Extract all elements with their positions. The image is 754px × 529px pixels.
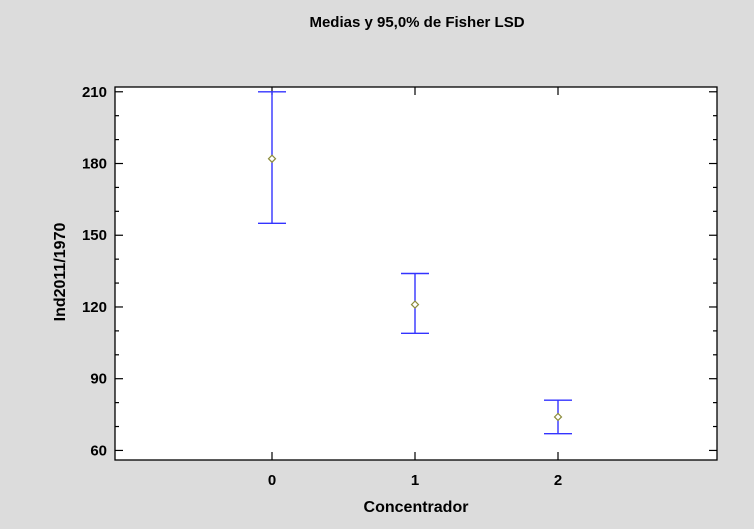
error-bar-group bbox=[401, 272, 429, 334]
y-axis: 60 90 120 150 180 210 bbox=[82, 84, 717, 459]
y-tick-label: 60 bbox=[90, 442, 107, 459]
error-bar-group bbox=[544, 399, 572, 435]
y-tick-label: 150 bbox=[82, 227, 107, 244]
chart-title: Medias y 95,0% de Fisher LSD bbox=[309, 14, 524, 31]
series-marks bbox=[258, 91, 572, 435]
y-tick-label: 90 bbox=[90, 371, 107, 388]
y-tick-label: 120 bbox=[82, 299, 107, 316]
x-tick-label: 2 bbox=[554, 472, 562, 489]
x-tick-label: 1 bbox=[411, 472, 419, 489]
y-axis-label: Ind2011/1970 bbox=[52, 223, 69, 322]
x-tick-label: 0 bbox=[268, 472, 276, 489]
mean-marker bbox=[267, 154, 277, 164]
mean-marker bbox=[553, 412, 563, 422]
mean-marker bbox=[410, 300, 420, 309]
x-axis: 0 1 2 bbox=[268, 87, 562, 489]
x-axis-label: Concentrador bbox=[364, 499, 469, 516]
y-tick-label: 210 bbox=[82, 84, 107, 101]
y-tick-label: 180 bbox=[82, 156, 107, 173]
error-bar-group bbox=[258, 91, 286, 224]
